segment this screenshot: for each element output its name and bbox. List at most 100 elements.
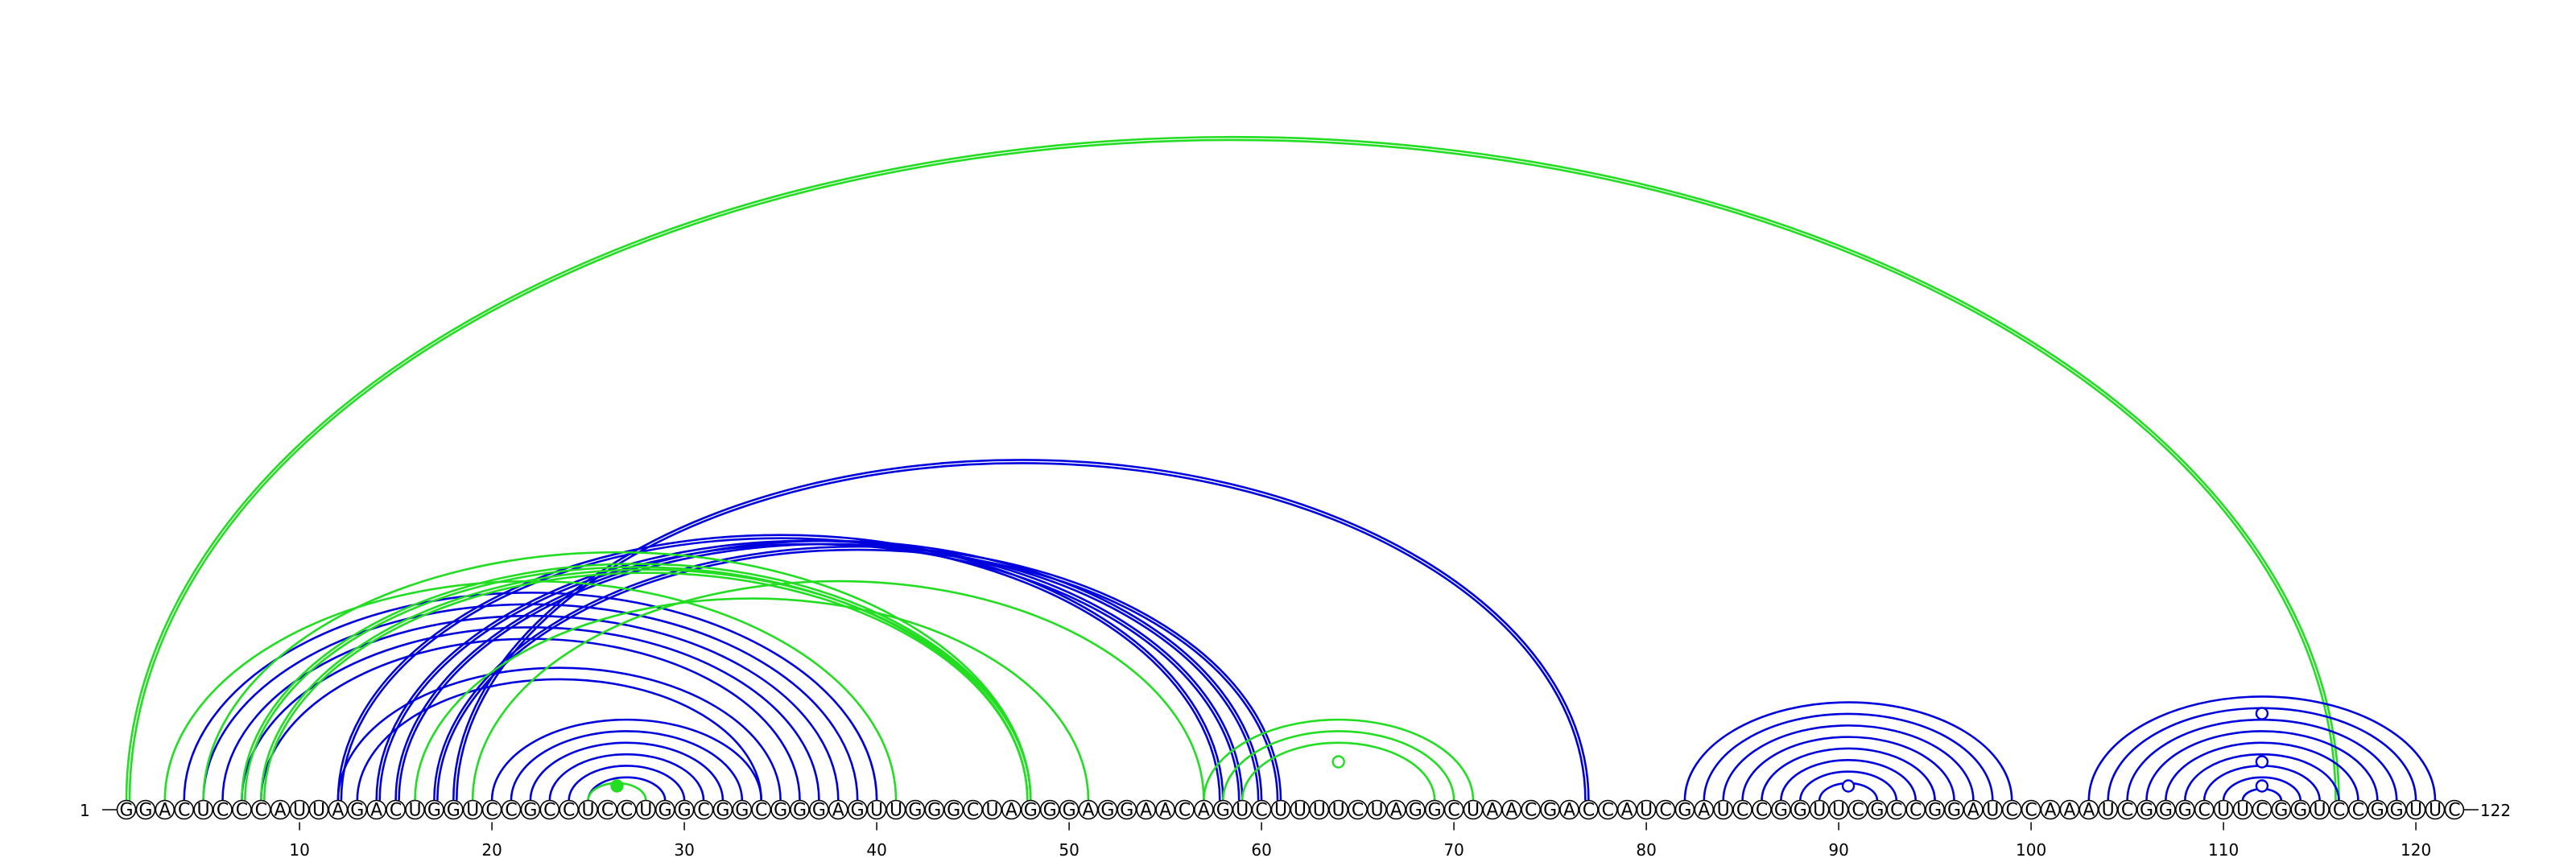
nucleotide-54: A [1136,799,1156,821]
nucleotide-letter: C [543,801,555,821]
nucleotide-106: G [2136,799,2157,821]
nucleotide-122: C [2444,799,2465,821]
nucleotide-91: C [1847,799,1868,821]
nucleotide-108: G [2175,799,2195,821]
arc-15-60 [394,539,1263,801]
nucleotide-letter: C [1179,801,1191,821]
nucleotide-letter: C [755,801,767,821]
nucleotide-39: G [847,799,868,821]
nucleotide-3: A [155,799,175,821]
nucleotide-letter: U [197,801,210,821]
nucleotide-letter: U [985,801,998,821]
nucleotide-81: C [1655,799,1676,821]
nucleotide-59: U [1232,799,1253,821]
nucleotide-letter: C [1909,801,1922,821]
nucleotide-23: C [539,799,560,821]
nucleotide-79: A [1616,799,1637,821]
nucleotide-letter: U [408,801,421,821]
nucleotide-letter: C [2352,801,2364,821]
nucleotide-19: U [462,799,483,821]
nucleotide-letter: C [236,801,248,821]
nucleotide-88: G [1790,799,1810,821]
nucleotide-letter: G [523,801,537,821]
nucleotide-letter: C [505,801,517,821]
nucleotide-letter: U [1294,801,1307,821]
tick-label-50: 50 [1059,840,1079,858]
nucleotide-letter: C [2025,801,2037,821]
nucleotide-letter: C [967,801,979,821]
nucleotide-116: C [2329,799,2349,821]
pair-marker-2 [1331,755,1345,769]
nucleotide-82: G [1674,799,1695,821]
tick-label-80: 80 [1636,840,1656,858]
tick-label-90: 90 [1828,840,1848,858]
nucleotide-76: A [1559,799,1579,821]
nucleotide-69: G [1424,799,1445,821]
nucleotide-letter: A [1621,801,1633,821]
nucleotide-93: C [1886,799,1907,821]
nucleotide-117: C [2348,799,2368,821]
arc-16-51 [414,597,1090,801]
nucleotide-37: G [809,799,829,821]
nucleotide-52: G [1097,799,1118,821]
nucleotide-100: C [2021,799,2041,821]
nucleotide-113: G [2271,799,2292,821]
nucleotide-78: C [1598,799,1618,821]
nucleotide-12: A [328,799,349,821]
nucleotide-letter: G [427,801,441,821]
nucleotide-letter: A [2083,801,2095,821]
nucleotide-66: U [1367,799,1387,821]
nucleotide-28: U [635,799,656,821]
nucleotide-15: C [386,799,406,821]
nucleotide-11: U [308,799,329,821]
nucleotide-24: C [559,799,580,821]
arc-106-118 [2145,730,2379,801]
nucleotide-46: U [982,799,1002,821]
nucleotide-31: C [693,799,714,821]
arc-107-117 [2165,741,2359,801]
base-pair-arcs [125,135,2437,801]
nucleotide-115: U [2310,799,2330,821]
arc-13-34 [356,678,762,801]
nucleotide-89: U [1809,799,1830,821]
pair-marker-6 [2255,707,2269,720]
nucleotide-letter: G [658,801,672,821]
nucleotide-letter: G [2371,801,2384,821]
arc-12-58 [336,534,1224,801]
position-axis: 10 20 30 40 50 60 70 80 90 100 110 120 [289,822,2431,858]
nucleotide-20: C [481,799,502,821]
arc-22-32 [529,741,724,801]
nucleotide-64: U [1328,799,1348,821]
nucleotide-114: G [2290,799,2310,821]
nucleotide-98: U [1983,799,2003,821]
nucleotide-letter: U [2102,801,2115,821]
nucleotide-letter: U [1717,801,1730,821]
nucleotide-18: G [443,799,464,821]
nucleotide-letter: G [851,801,865,821]
pair-markers [610,707,2269,793]
nucleotide-75: G [1540,799,1560,821]
nucleotide-77: C [1579,799,1599,821]
nucleotide-letter: G [1870,801,1884,821]
arc-18-77 [452,459,1590,801]
nucleotide-72: A [1482,799,1503,821]
arc-7-37 [241,626,820,801]
nucleotide-letter: G [1794,801,1807,821]
nucleotide-38: A [828,799,848,821]
nucleotide-letter: C [1525,801,1537,821]
arc-103-121 [2087,695,2437,801]
nucleotide-14: A [366,799,387,821]
nucleotide-121: U [2425,799,2446,821]
nucleotide-letter: G [1024,801,1038,821]
nucleotide-letter: C [485,801,497,821]
nucleotide-17: G [424,799,444,821]
arc-57-71 [1203,718,1475,801]
nucleotide-letter: U [870,801,883,821]
nucleotide-27: C [617,799,637,821]
nucleotide-letter: C [601,801,613,821]
arc-12-58-inner [340,537,1221,801]
nucleotide-letter: G [138,801,152,821]
nucleotide-letter: G [1063,801,1076,821]
tick-label-70: 70 [1443,840,1463,858]
nucleotide-letter: C [2333,801,2345,821]
